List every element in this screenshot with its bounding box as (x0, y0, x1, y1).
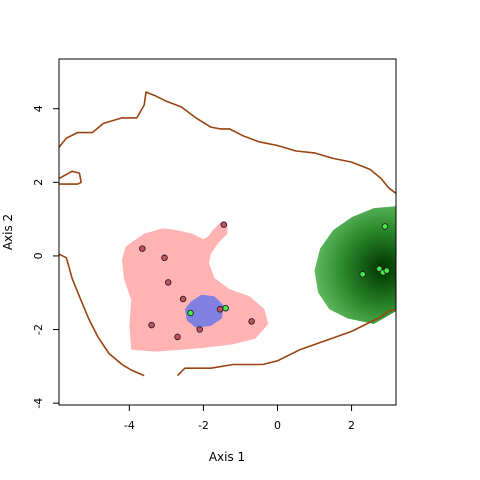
x-tick-label: -2 (198, 419, 209, 432)
data-point (174, 333, 181, 341)
data-point (222, 304, 229, 312)
y-axis-label: Axis 2 (1, 214, 15, 250)
data-point (161, 254, 168, 262)
density-region-1 (122, 222, 269, 352)
data-point (220, 221, 228, 228)
data-point (216, 306, 224, 313)
data-point (148, 321, 155, 329)
x-axis-label: Axis 1 (209, 450, 245, 464)
x-tick-label: -4 (124, 419, 135, 432)
data-point (383, 267, 390, 274)
y-tick-label: 2 (32, 179, 45, 186)
y-tick-label: 4 (32, 105, 45, 112)
data-point (187, 309, 194, 317)
y-tick-label: -4 (32, 398, 45, 409)
contour-line-1 (59, 91, 396, 195)
density-region-3 (314, 206, 396, 324)
data-point (139, 245, 146, 252)
data-point (359, 271, 366, 278)
data-point (164, 279, 172, 286)
x-tick-label: 2 (348, 419, 355, 432)
data-point (376, 265, 383, 273)
data-points (139, 221, 390, 341)
density-region-2 (184, 294, 224, 328)
density-regions (122, 206, 396, 352)
x-tick-label: 0 (274, 419, 281, 432)
contour-line-3 (59, 253, 145, 377)
data-point (248, 318, 255, 325)
x-axis: -4 -2 0 2 (124, 404, 355, 432)
y-tick-label: -2 (32, 324, 45, 335)
data-point (381, 223, 389, 230)
data-point (196, 326, 203, 333)
contour-line-2 (59, 170, 82, 185)
plot-area (59, 91, 396, 377)
contour-lines (59, 91, 396, 377)
data-point (179, 295, 187, 303)
y-axis: -4 -2 0 2 4 (32, 105, 60, 409)
y-tick-label: 0 (32, 252, 45, 259)
contour-line-4 (176, 308, 396, 377)
